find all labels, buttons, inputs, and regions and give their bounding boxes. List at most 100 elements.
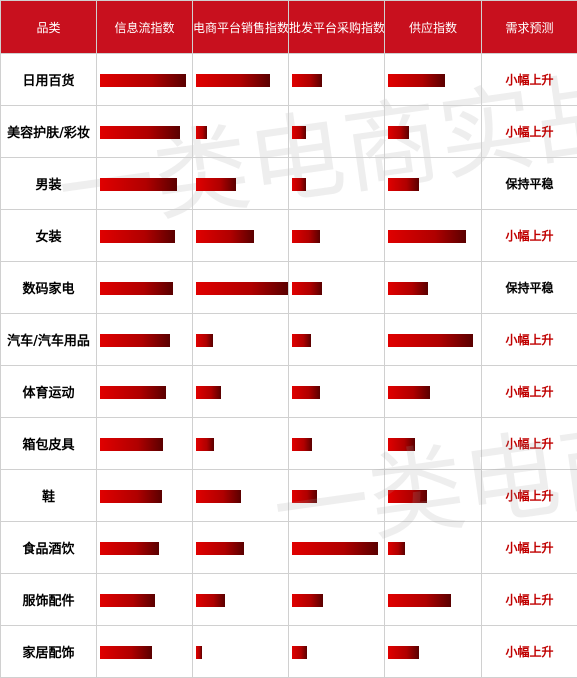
- category-cell: 鞋: [1, 470, 97, 522]
- supply-bar: [388, 334, 473, 347]
- header-row: 品类 信息流指数 电商平台销售指数 批发平台采购指数 供应指数 需求预测: [1, 1, 577, 54]
- info-flow-bar: [100, 542, 159, 555]
- header-demand-forecast: 需求预测: [482, 1, 577, 54]
- ecommerce-sales-bar: [196, 74, 270, 87]
- wholesale-purchase-bar: [292, 74, 322, 87]
- forecast-cell: 小幅上升: [482, 574, 577, 626]
- table-row: 鞋小幅上升: [1, 470, 577, 522]
- ecommerce-sales-bar-cell: [193, 366, 289, 418]
- header-ecommerce-sales-index: 电商平台销售指数: [193, 1, 289, 54]
- info-flow-bar: [100, 230, 175, 243]
- info-flow-bar-cell: [97, 262, 193, 314]
- info-flow-bar-cell: [97, 106, 193, 158]
- ecommerce-sales-bar: [196, 126, 207, 139]
- supply-bar-cell: [385, 418, 482, 470]
- ecommerce-sales-bar: [196, 438, 214, 451]
- wholesale-purchase-bar: [292, 230, 320, 243]
- ecommerce-sales-bar-cell: [193, 574, 289, 626]
- info-flow-bar: [100, 386, 166, 399]
- ecommerce-sales-bar: [196, 594, 225, 607]
- info-flow-bar: [100, 126, 180, 139]
- supply-bar-cell: [385, 106, 482, 158]
- header-supply-index: 供应指数: [385, 1, 482, 54]
- table-row: 体育运动小幅上升: [1, 366, 577, 418]
- wholesale-purchase-bar: [292, 126, 306, 139]
- wholesale-purchase-bar: [292, 282, 322, 295]
- table-row: 美容护肤/彩妆小幅上升: [1, 106, 577, 158]
- ecommerce-sales-bar: [196, 178, 236, 191]
- supply-bar-cell: [385, 626, 482, 678]
- forecast-cell: 小幅上升: [482, 106, 577, 158]
- supply-bar: [388, 542, 405, 555]
- ecommerce-sales-bar-cell: [193, 158, 289, 210]
- info-flow-bar: [100, 178, 177, 191]
- forecast-cell: 小幅上升: [482, 626, 577, 678]
- table-row: 男装保持平稳: [1, 158, 577, 210]
- supply-bar-cell: [385, 574, 482, 626]
- ecommerce-sales-bar: [196, 334, 213, 347]
- wholesale-purchase-bar-cell: [289, 106, 385, 158]
- supply-bar: [388, 74, 445, 87]
- category-cell: 食品酒饮: [1, 522, 97, 574]
- supply-bar-cell: [385, 366, 482, 418]
- header-category: 品类: [1, 1, 97, 54]
- info-flow-bar: [100, 74, 186, 87]
- table-row: 日用百货小幅上升: [1, 54, 577, 106]
- table-row: 服饰配件 小幅上升: [1, 574, 577, 626]
- ecommerce-sales-bar: [196, 282, 288, 295]
- supply-bar: [388, 386, 430, 399]
- ecommerce-sales-bar-cell: [193, 626, 289, 678]
- table-row: 女装小幅上升: [1, 210, 577, 262]
- wholesale-purchase-bar-cell: [289, 314, 385, 366]
- header-info-flow-index: 信息流指数: [97, 1, 193, 54]
- wholesale-purchase-bar: [292, 438, 312, 451]
- supply-bar-cell: [385, 158, 482, 210]
- wholesale-purchase-bar: [292, 646, 307, 659]
- info-flow-bar-cell: [97, 626, 193, 678]
- table-row: 汽车/汽车用品小幅上升: [1, 314, 577, 366]
- ecommerce-sales-bar-cell: [193, 262, 289, 314]
- info-flow-bar-cell: [97, 54, 193, 106]
- supply-bar: [388, 178, 419, 191]
- wholesale-purchase-bar-cell: [289, 158, 385, 210]
- wholesale-purchase-bar-cell: [289, 262, 385, 314]
- forecast-cell: 小幅上升: [482, 54, 577, 106]
- table-row: 家居配饰小幅上升: [1, 626, 577, 678]
- header-wholesale-purchase-index: 批发平台采购指数: [289, 1, 385, 54]
- info-flow-bar-cell: [97, 522, 193, 574]
- wholesale-purchase-bar-cell: [289, 522, 385, 574]
- category-cell: 服饰配件: [1, 574, 97, 626]
- forecast-cell: 保持平稳: [482, 262, 577, 314]
- wholesale-purchase-bar: [292, 178, 306, 191]
- forecast-cell: 小幅上升: [482, 522, 577, 574]
- wholesale-purchase-bar-cell: [289, 210, 385, 262]
- info-flow-bar-cell: [97, 366, 193, 418]
- category-cell: 箱包皮具: [1, 418, 97, 470]
- wholesale-purchase-bar-cell: [289, 574, 385, 626]
- info-flow-bar-cell: [97, 314, 193, 366]
- wholesale-purchase-bar-cell: [289, 54, 385, 106]
- category-cell: 体育运动: [1, 366, 97, 418]
- ecommerce-sales-bar: [196, 386, 221, 399]
- supply-bar: [388, 646, 419, 659]
- wholesale-purchase-bar-cell: [289, 366, 385, 418]
- supply-bar: [388, 282, 428, 295]
- supply-bar: [388, 126, 409, 139]
- supply-bar-cell: [385, 470, 482, 522]
- supply-bar: [388, 438, 415, 451]
- forecast-cell: 保持平稳: [482, 158, 577, 210]
- info-flow-bar-cell: [97, 210, 193, 262]
- info-flow-bar: [100, 490, 162, 503]
- ecommerce-sales-bar-cell: [193, 210, 289, 262]
- wholesale-purchase-bar-cell: [289, 470, 385, 522]
- ecommerce-sales-bar: [196, 230, 254, 243]
- ecommerce-sales-bar-cell: [193, 54, 289, 106]
- ecommerce-sales-bar-cell: [193, 470, 289, 522]
- supply-bar: [388, 230, 466, 243]
- info-flow-bar: [100, 594, 155, 607]
- wholesale-purchase-bar: [292, 334, 311, 347]
- supply-bar-cell: [385, 314, 482, 366]
- info-flow-bar: [100, 438, 163, 451]
- table-row: 数码家电保持平稳: [1, 262, 577, 314]
